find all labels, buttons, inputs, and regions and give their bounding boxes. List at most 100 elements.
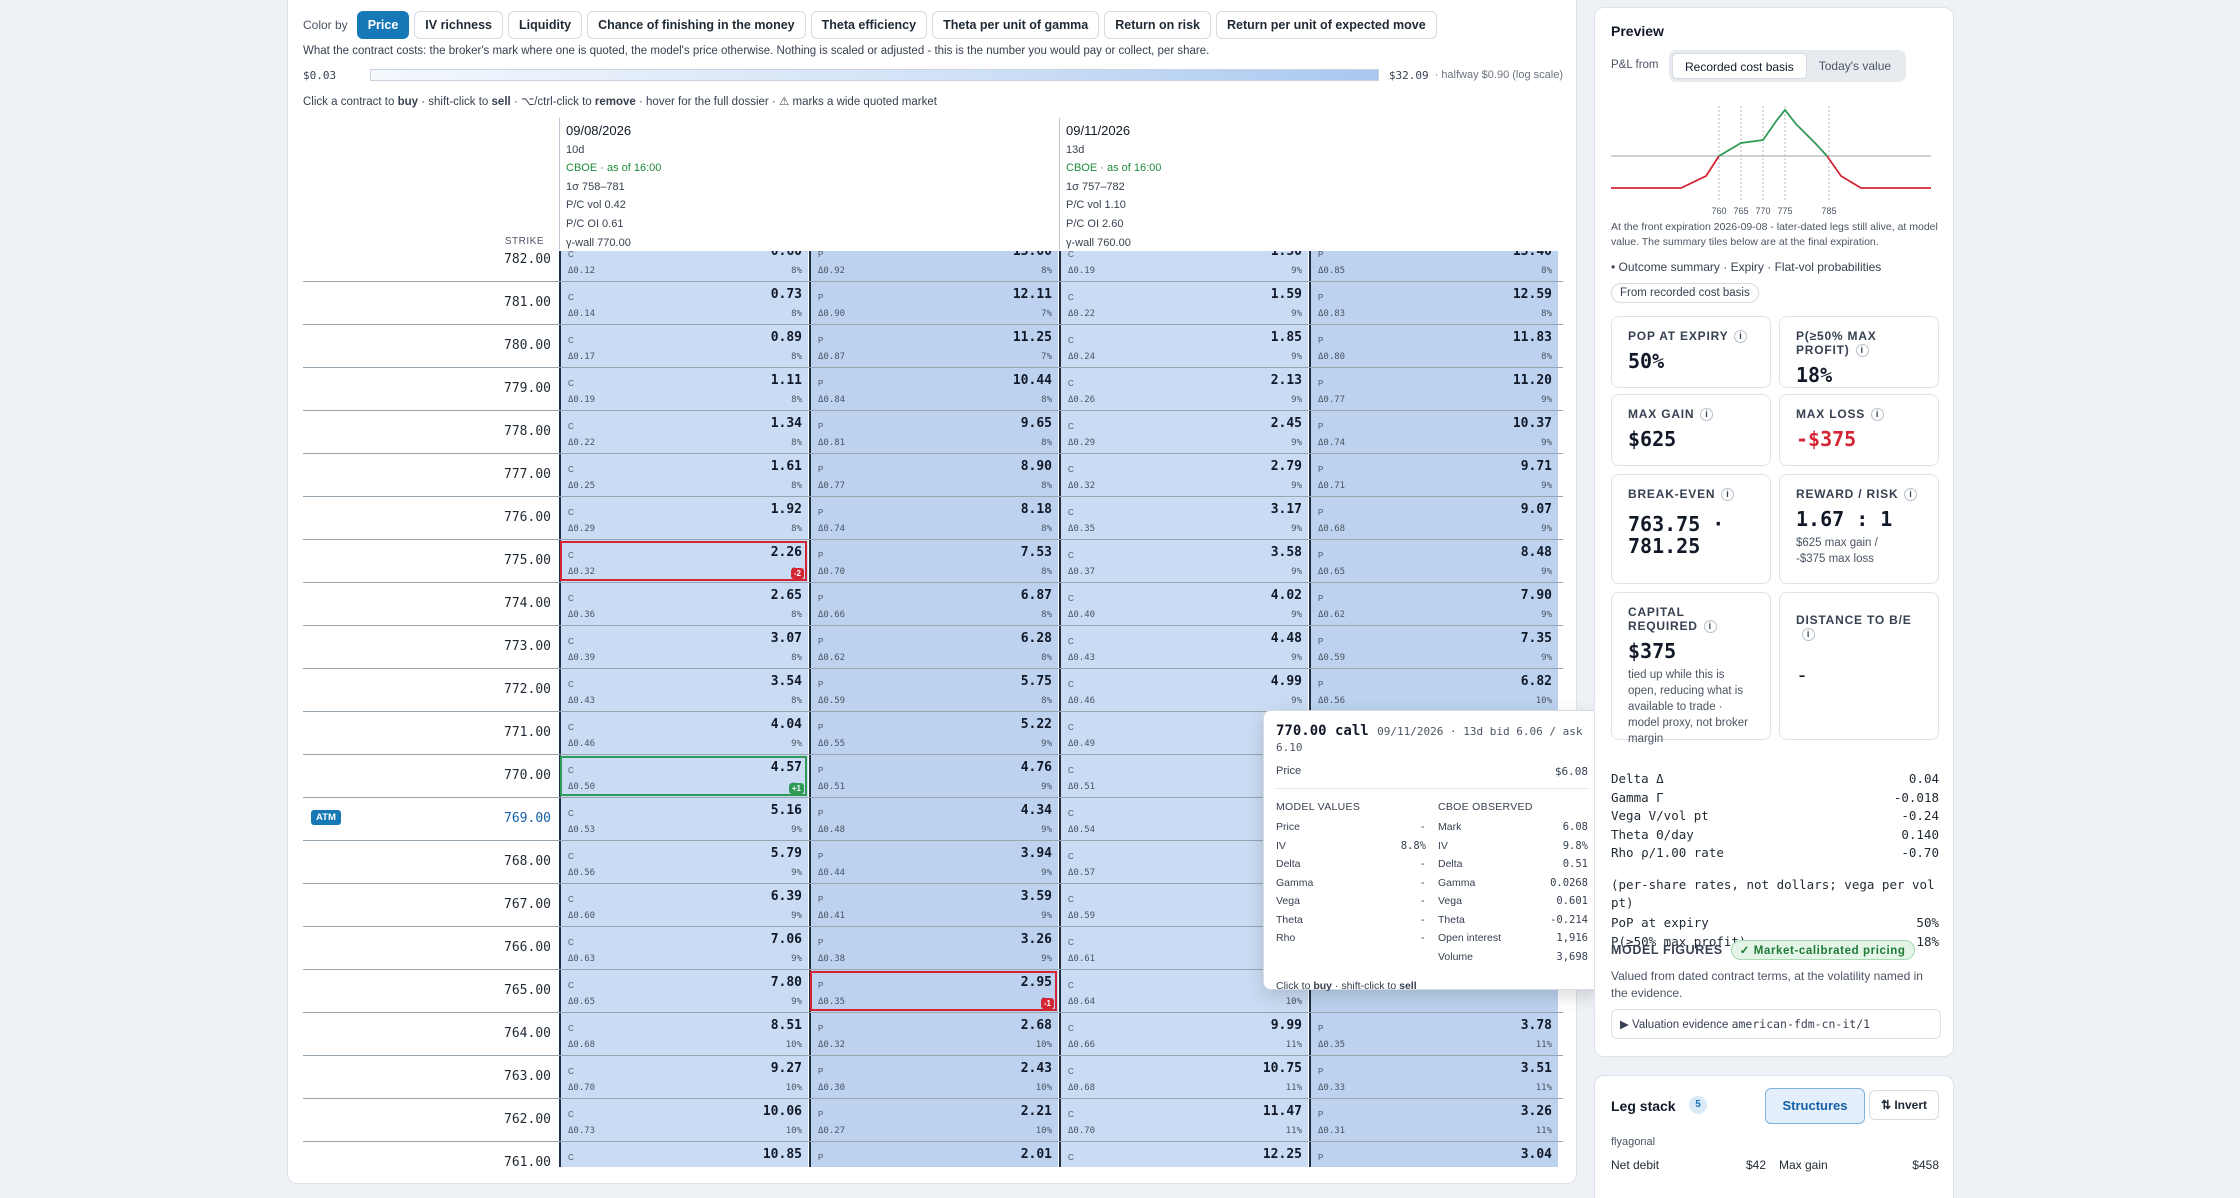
call-contract-cell[interactable]: C 1.92 Δ0.29 8% — [559, 497, 808, 539]
put-contract-cell[interactable]: P 5.22 Δ0.55 9% — [809, 712, 1058, 754]
invert-button[interactable]: ⇅ Invert — [1869, 1090, 1939, 1120]
put-contract-cell[interactable]: P 6.87 Δ0.66 8% — [809, 583, 1058, 625]
call-contract-cell[interactable]: C 11.47 Δ0.70 11% — [1059, 1099, 1308, 1141]
chain-row: 761.00C10.85Δ0.7510%P2.01Δ0.2510%C12.25Δ… — [303, 1142, 1563, 1167]
call-contract-cell[interactable]: C 3.54 Δ0.43 8% — [559, 669, 808, 711]
put-contract-cell[interactable]: P 2.43 Δ0.30 10% — [809, 1056, 1058, 1098]
call-contract-cell[interactable]: C 1.34 Δ0.22 8% — [559, 411, 808, 453]
call-contract-cell[interactable]: C 4.04 Δ0.46 9% — [559, 712, 808, 754]
put-contract-cell[interactable]: P 7.90 Δ0.62 9% — [1309, 583, 1558, 625]
put-contract-cell[interactable]: P 5.75 Δ0.59 8% — [809, 669, 1058, 711]
call-contract-cell[interactable]: C 3.17 Δ0.35 9% — [1059, 497, 1308, 539]
call-contract-cell[interactable]: C 5.16 Δ0.53 9% — [559, 798, 808, 840]
call-contract-cell[interactable]: C 9.99 Δ0.66 11% — [1059, 1013, 1308, 1055]
put-contract-cell[interactable]: P 7.53 Δ0.70 8% — [809, 540, 1058, 582]
put-contract-cell[interactable]: P 10.37 Δ0.74 9% — [1309, 411, 1558, 453]
info-icon[interactable]: i — [1871, 408, 1885, 421]
call-contract-cell[interactable]: C 2.65 Δ0.36 8% — [559, 583, 808, 625]
put-contract-cell[interactable]: P 6.82 Δ0.56 10% — [1309, 669, 1558, 711]
call-contract-cell[interactable]: C 2.79 Δ0.32 9% — [1059, 454, 1308, 496]
color-by-chip[interactable]: Price — [356, 11, 410, 39]
call-contract-cell[interactable]: C 8.51 Δ0.68 10% — [559, 1013, 808, 1055]
info-icon[interactable]: i — [1700, 408, 1714, 421]
call-contract-cell[interactable]: C 9.27 Δ0.70 10% — [559, 1056, 808, 1098]
put-contract-cell[interactable]: P 4.76 Δ0.51 9% — [809, 755, 1058, 797]
put-contract-cell[interactable]: P 10.44 Δ0.84 8% — [809, 368, 1058, 410]
valuation-evidence-toggle[interactable]: ▶ Valuation evidence american-fdm-cn-it/… — [1611, 1009, 1941, 1039]
color-by-chip[interactable]: IV richness — [414, 11, 503, 39]
contract-delta: Δ0.38 — [818, 954, 846, 964]
call-contract-cell[interactable]: C 10.06 Δ0.73 10% — [559, 1099, 808, 1141]
put-contract-cell[interactable]: P 9.71 Δ0.71 9% — [1309, 454, 1558, 496]
call-contract-cell[interactable]: C 3.07 Δ0.39 8% — [559, 626, 808, 668]
info-icon[interactable]: i — [1734, 330, 1748, 343]
put-contract-cell[interactable]: P 3.94 Δ0.44 9% — [809, 841, 1058, 883]
call-contract-cell[interactable]: C 1.50 Δ0.19 9% — [1059, 251, 1308, 281]
put-contract-cell[interactable]: P 6.28 Δ0.62 8% — [809, 626, 1058, 668]
call-contract-cell[interactable]: C 5.79 Δ0.56 9% — [559, 841, 808, 883]
put-contract-cell[interactable]: P 9.07 Δ0.68 9% — [1309, 497, 1558, 539]
put-contract-cell[interactable]: P 8.90 Δ0.77 8% — [809, 454, 1058, 496]
put-contract-cell[interactable]: P 4.34 Δ0.48 9% — [809, 798, 1058, 840]
info-icon[interactable]: i — [1904, 488, 1918, 501]
info-icon[interactable]: i — [1802, 628, 1815, 641]
put-contract-cell[interactable]: P 2.68 Δ0.32 10% — [809, 1013, 1058, 1055]
put-contract-cell[interactable]: P 11.83 Δ0.80 8% — [1309, 325, 1558, 367]
put-contract-cell[interactable]: P 8.48 Δ0.65 9% — [1309, 540, 1558, 582]
put-contract-cell[interactable]: P2.01Δ0.2510% — [809, 1142, 1058, 1167]
structures-button[interactable]: Structures — [1765, 1088, 1865, 1124]
put-contract-cell[interactable]: P 11.20 Δ0.77 9% — [1309, 368, 1558, 410]
put-contract-cell[interactable]: P 3.78 Δ0.35 11% — [1309, 1013, 1558, 1055]
put-contract-cell[interactable]: P 8.18 Δ0.74 8% — [809, 497, 1058, 539]
seg-todays-value[interactable]: Today's value — [1818, 59, 1892, 73]
call-contract-cell[interactable]: C 1.59 Δ0.22 9% — [1059, 282, 1308, 324]
put-contract-cell[interactable]: P 13.40 Δ0.85 8% — [1309, 251, 1558, 281]
contract-price: 5.75 — [1020, 674, 1052, 689]
call-contract-cell[interactable]: C 4.48 Δ0.43 9% — [1059, 626, 1308, 668]
info-icon[interactable]: i — [1703, 620, 1717, 633]
put-contract-cell[interactable]: P 2.21 Δ0.27 10% — [809, 1099, 1058, 1141]
call-contract-cell[interactable]: C 0.73 Δ0.14 8% — [559, 282, 808, 324]
put-contract-cell[interactable]: P 3.59 Δ0.41 9% — [809, 884, 1058, 926]
contract-price: 2.79 — [1270, 459, 1302, 474]
put-contract-cell[interactable]: P 3.51 Δ0.33 11% — [1309, 1056, 1558, 1098]
put-contract-cell[interactable]: P 3.26 Δ0.38 9% — [809, 927, 1058, 969]
info-icon[interactable]: i — [1721, 488, 1735, 501]
color-by-chip[interactable]: Liquidity — [507, 11, 583, 39]
seg-recorded-cost-basis[interactable]: Recorded cost basis — [1672, 53, 1807, 79]
call-contract-cell[interactable]: C 1.85 Δ0.24 9% — [1059, 325, 1308, 367]
call-contract-cell[interactable]: C 0.89 Δ0.17 8% — [559, 325, 808, 367]
put-contract-cell[interactable]: P 12.11 Δ0.90 7% — [809, 282, 1058, 324]
call-contract-cell[interactable]: C 2.13 Δ0.26 9% — [1059, 368, 1308, 410]
info-icon[interactable]: i — [1855, 344, 1869, 357]
put-contract-cell[interactable]: P 9.65 Δ0.81 8% — [809, 411, 1058, 453]
call-contract-cell[interactable]: C 1.61 Δ0.25 8% — [559, 454, 808, 496]
call-contract-cell[interactable]: C 6.39 Δ0.60 9% — [559, 884, 808, 926]
put-contract-cell[interactable]: P 13.00 Δ0.92 8% — [809, 251, 1058, 281]
color-by-chip[interactable]: Theta efficiency — [810, 11, 928, 39]
call-contract-cell[interactable]: C 4.02 Δ0.40 9% — [1059, 583, 1308, 625]
call-contract-cell[interactable]: C 3.58 Δ0.37 9% — [1059, 540, 1308, 582]
put-contract-cell[interactable]: P 3.26 Δ0.31 11% — [1309, 1099, 1558, 1141]
call-contract-cell[interactable]: C 4.99 Δ0.46 9% — [1059, 669, 1308, 711]
call-contract-cell[interactable]: C 7.80 Δ0.65 9% — [559, 970, 808, 1012]
color-by-chip[interactable]: Chance of finishing in the money — [587, 11, 806, 39]
call-contract-cell[interactable]: C 1.11 Δ0.19 8% — [559, 368, 808, 410]
call-contract-cell[interactable]: C 0.60 Δ0.12 8% — [559, 251, 808, 281]
call-contract-cell[interactable]: C 10.75 Δ0.68 11% — [1059, 1056, 1308, 1098]
put-contract-cell[interactable]: P 7.35 Δ0.59 9% — [1309, 626, 1558, 668]
color-by-chip[interactable]: Theta per unit of gamma — [932, 11, 1100, 39]
call-contract-cell[interactable]: C 7.06 Δ0.63 9% — [559, 927, 808, 969]
color-by-chip[interactable]: Return on risk — [1104, 11, 1211, 39]
put-contract-cell[interactable]: P 12.59 Δ0.83 8% — [1309, 282, 1558, 324]
color-by-chip[interactable]: Return per unit of expected move — [1216, 11, 1437, 39]
outcome-summary[interactable]: • Outcome summary · Expiry · Flat-vol pr… — [1611, 260, 1882, 274]
call-contract-cell[interactable]: C 2.45 Δ0.29 9% — [1059, 411, 1308, 453]
put-contract-cell[interactable]: P 11.25 Δ0.87 7% — [809, 325, 1058, 367]
